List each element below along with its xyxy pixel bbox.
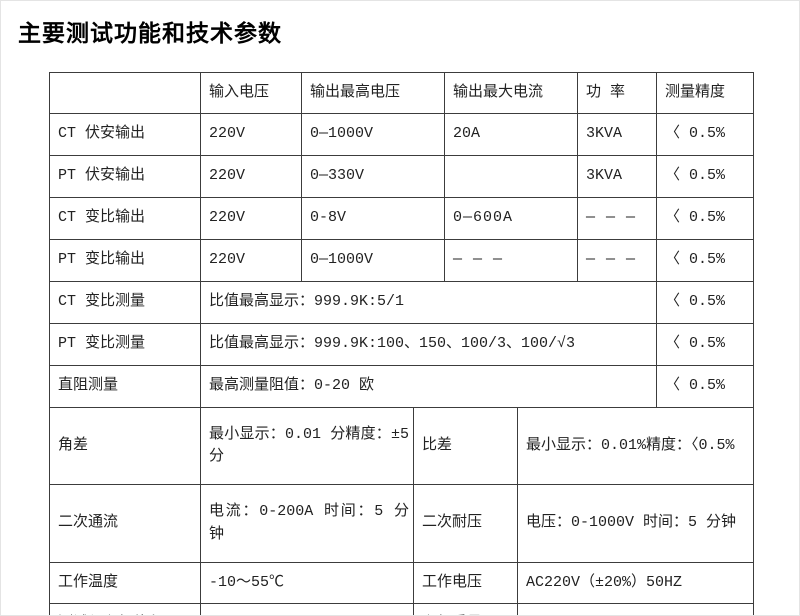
- cell-max-voltage: 0—330V: [300, 155, 446, 198]
- cell-precision: 〈 0.5%: [656, 365, 755, 408]
- cell-precision: 〈 0.5%: [656, 113, 755, 156]
- page-title: 主要测试功能和技术参数: [18, 21, 282, 46]
- cell-power: 3KVA: [577, 155, 658, 198]
- cell-max-current: — — —: [444, 239, 579, 282]
- table-row-secondary-current: 二次通流 电流：0-200A 时间：5 分钟 二次耐压 电压：0-1000V 时…: [49, 484, 755, 563]
- row-label: 二次耐压: [412, 484, 519, 563]
- cell-max-current: 0—600A: [444, 197, 579, 240]
- cell-precision: 〈 0.5%: [656, 155, 755, 198]
- cell-value: 最小显示：0.01 分精度：±5 分: [200, 407, 414, 485]
- row-label: PT 伏安输出: [49, 155, 201, 198]
- cell-precision: 〈 0.5%: [656, 239, 755, 282]
- row-label: 比差: [412, 407, 519, 485]
- cell-value: 电压：0-1000V 时间：5 分钟: [517, 484, 755, 563]
- cell-max-voltage: 0-8V: [300, 197, 446, 240]
- cell-measure-value: 比值最高显示：999.9K:100、150、100/3、100/√3: [199, 323, 658, 366]
- cell-value: 电流：0-200A 时间：5 分钟: [200, 484, 414, 563]
- row-label: 直阻测量: [49, 365, 201, 408]
- row-label: CT 变比输出: [49, 197, 201, 240]
- cell-input-voltage: 220V: [200, 113, 302, 156]
- cell-max-current: [444, 155, 579, 198]
- table-row-angle-error: 角差 最小显示：0.01 分精度：±5 分 比差 最小显示：0.01%精度：〈0…: [49, 407, 755, 485]
- cell-value: 最小显示：0.01%精度：〈0.5%: [517, 407, 755, 485]
- row-label: 工作电压: [412, 562, 519, 604]
- cell-max-voltage: 0—1000V: [300, 239, 446, 282]
- cell-value: -10～55℃: [200, 562, 414, 604]
- cell-value: AC220V（±20%）50HZ: [517, 562, 755, 604]
- spec-table: 输入电压 输出最高电压 输出最大电流 功 率 测量精度 CT 伏安输出 220V…: [49, 72, 755, 615]
- cell-power: 3KVA: [577, 113, 658, 156]
- table-row-pt-ratio-measure: PT 变比测量 比值最高显示：999.9K:100、150、100/3、100/…: [49, 323, 755, 366]
- cell-max-current: 20A: [444, 113, 579, 156]
- cell-precision: 〈 0.5%: [656, 197, 755, 240]
- cell-value: 350×240×270: [200, 603, 414, 615]
- cell-input-voltage: 220V: [200, 239, 302, 282]
- row-label: CT 伏安输出: [49, 113, 201, 156]
- row-label: 主机重量: [412, 603, 519, 615]
- table-row-pt-ratio-output: PT 变比输出 220V 0—1000V — — — — — — 〈 0.5%: [49, 239, 755, 282]
- table-row-ct-ratio-measure: CT 变比测量 比值最高显示：999.9K:5/1 〈 0.5%: [49, 281, 755, 324]
- header-cell-max-current: 输出最大电流: [444, 72, 579, 114]
- row-label: CT 变比测量: [49, 281, 201, 324]
- table-row-pt-va-output: PT 伏安输出 220V 0—330V 3KVA 〈 0.5%: [49, 155, 755, 198]
- cell-input-voltage: 220V: [200, 155, 302, 198]
- cell-value: 20Kg: [517, 603, 755, 615]
- row-label: PT 变比测量: [49, 323, 201, 366]
- table-row-main-unit-size: 测试仪主机体积 350×240×270 主机重量 20Kg: [49, 603, 755, 615]
- row-label: 二次通流: [49, 484, 201, 563]
- row-label: 测试仪主机体积: [49, 603, 201, 615]
- header-cell-input-voltage: 输入电压: [200, 72, 302, 114]
- cell-precision: 〈 0.5%: [656, 323, 755, 366]
- cell-measure-value: 最高测量阻值：0-20 欧: [199, 365, 658, 408]
- cell-measure-value: 比值最高显示：999.9K:5/1: [199, 281, 658, 324]
- table-row-ct-ratio-output: CT 变比输出 220V 0-8V 0—600A — — — 〈 0.5%: [49, 197, 755, 240]
- cell-input-voltage: 220V: [200, 197, 302, 240]
- table-row-ct-va-output: CT 伏安输出 220V 0—1000V 20A 3KVA 〈 0.5%: [49, 113, 755, 156]
- table-row-resistance-measure: 直阻测量 最高测量阻值：0-20 欧 〈 0.5%: [49, 365, 755, 408]
- header-cell-power: 功 率: [577, 72, 658, 114]
- row-label: 角差: [49, 407, 201, 485]
- header-cell-blank: [49, 72, 201, 114]
- cell-max-voltage: 0—1000V: [300, 113, 446, 156]
- cell-power: — — —: [577, 239, 658, 282]
- cell-precision: 〈 0.5%: [656, 281, 755, 324]
- table-row-working-temperature: 工作温度 -10～55℃ 工作电压 AC220V（±20%）50HZ: [49, 562, 755, 604]
- cell-power: — — —: [577, 197, 658, 240]
- row-label: PT 变比输出: [49, 239, 201, 282]
- header-row: 输入电压 输出最高电压 输出最大电流 功 率 测量精度: [49, 72, 755, 114]
- header-cell-max-voltage: 输出最高电压: [300, 72, 446, 114]
- row-label: 工作温度: [49, 562, 201, 604]
- header-cell-precision: 测量精度: [656, 72, 755, 114]
